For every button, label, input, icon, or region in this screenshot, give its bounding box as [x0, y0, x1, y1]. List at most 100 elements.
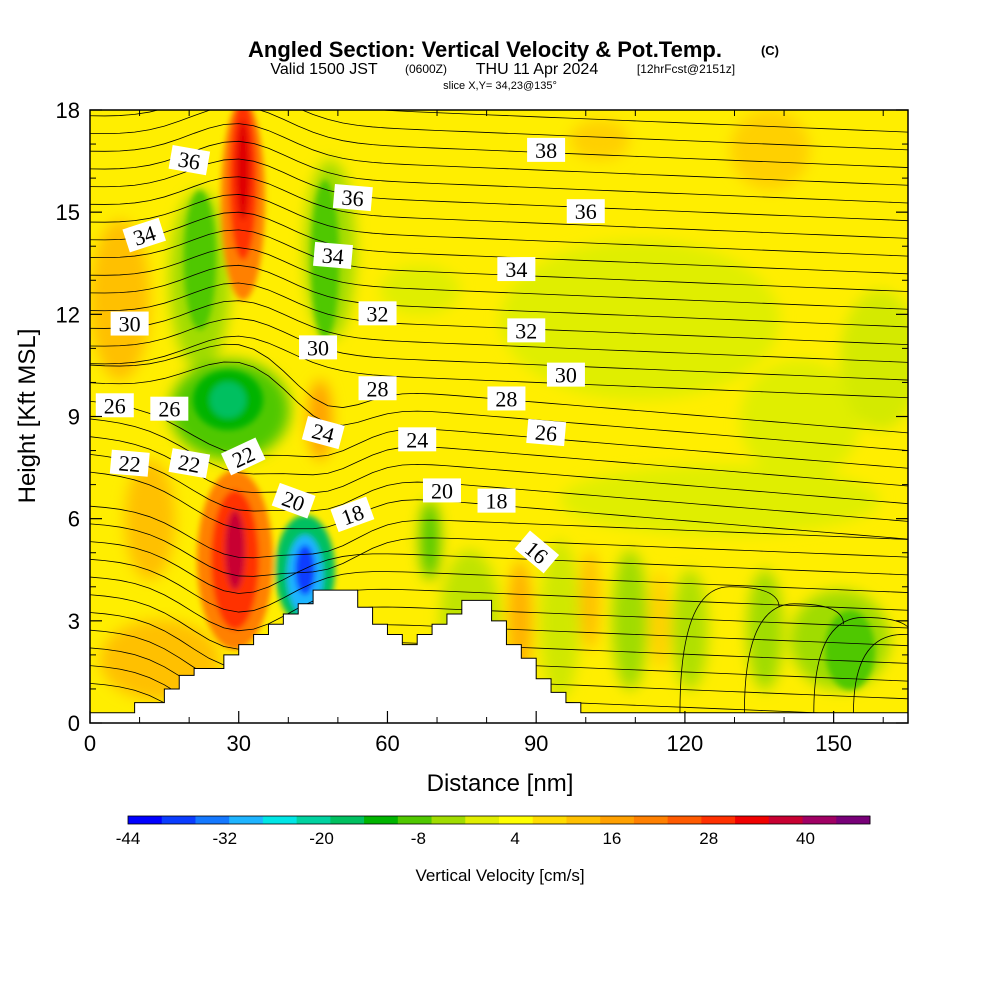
- colorbar-tick-label: -44: [116, 829, 141, 848]
- y-tick-label: 9: [68, 405, 80, 430]
- contour-label-text: 32: [367, 301, 389, 326]
- contour-label: 32: [358, 301, 397, 326]
- theta-contour-line: [90, 436, 908, 505]
- contour-label-box: [477, 488, 516, 513]
- theta-contour-line: [90, 264, 908, 328]
- colorbar-swatch: [330, 816, 365, 824]
- contour-label: 26: [150, 396, 189, 422]
- contour-label-box: [330, 496, 375, 533]
- theta-contour-line: [90, 541, 908, 594]
- theta-contour-line: [90, 123, 908, 186]
- contour-label: 32: [507, 318, 546, 343]
- low-downdraft-core: [295, 545, 315, 595]
- theta-contour-line: [744, 603, 844, 713]
- updraft-band: [90, 220, 150, 380]
- contour-label-text: 32: [515, 318, 537, 343]
- colorbar-swatch: [701, 816, 736, 824]
- x-tick-label: 150: [815, 731, 852, 756]
- contour-label-box: [398, 427, 437, 452]
- theta-contour-line: [90, 318, 908, 381]
- weak-downdraft-area: [560, 465, 880, 535]
- theta-contour-line: [813, 617, 908, 713]
- contour-label-text: 28: [495, 386, 517, 411]
- contour-label-box: [95, 393, 134, 418]
- downdraft-stripe: [540, 540, 580, 700]
- upper-updraft-core: [236, 120, 250, 220]
- colorbar-swatch: [633, 816, 669, 824]
- contour-label-box: [526, 418, 567, 447]
- contour-label-text: 18: [486, 489, 508, 514]
- contour-label-box: [299, 335, 338, 360]
- contour-label: 26: [526, 418, 567, 447]
- contour-label: 30: [299, 335, 338, 360]
- valid-prefix: Valid 1500 JST: [270, 61, 378, 78]
- contour-label: 28: [358, 376, 397, 401]
- y-tick-label: 18: [56, 98, 80, 123]
- colorbar-outline: [127, 815, 871, 825]
- contour-label-box: [168, 448, 211, 479]
- colorbar-swatch: [768, 816, 804, 824]
- contour-label-box: [487, 386, 526, 411]
- y-tick-label: 3: [68, 609, 80, 634]
- contour-label: 24: [398, 427, 437, 452]
- contour-label-text: 38: [535, 138, 557, 163]
- contour-label: 36: [168, 144, 211, 176]
- updraft-band: [570, 120, 630, 160]
- contour-label-box: [301, 416, 345, 450]
- updraft-stripe: [580, 550, 600, 650]
- weak-downdraft-area: [380, 265, 460, 315]
- contour-label-text: 36: [575, 199, 597, 224]
- contour-label-text: 30: [307, 335, 329, 360]
- theta-contour-line: [90, 211, 908, 275]
- contour-label-text: 34: [505, 257, 527, 282]
- colorbar-tick-label: -32: [212, 829, 237, 848]
- weak-downdraft-area: [500, 240, 780, 400]
- x-tick-label: 60: [375, 731, 399, 756]
- theta-contour-line: [90, 594, 908, 650]
- colorbar-tick-label: -8: [411, 829, 426, 848]
- colorbar-swatch: [600, 816, 635, 824]
- contour-label-text: 20: [431, 478, 453, 503]
- colorbar-tick-label: -20: [309, 829, 334, 848]
- x-tick-label: 0: [84, 731, 96, 756]
- theta-contour-line: [853, 634, 908, 713]
- y-tick-label: 0: [68, 711, 80, 736]
- theta-contour-line: [90, 300, 908, 363]
- contour-label: 20: [422, 478, 461, 503]
- x-tick-label: 30: [226, 731, 250, 756]
- downdraft-stripe: [420, 500, 440, 580]
- x-tick-label: 120: [667, 731, 704, 756]
- contour-label-box: [514, 530, 560, 574]
- colorbar-swatch: [802, 816, 837, 824]
- slice-text: slice X,Y= 34,23@135°: [443, 80, 557, 92]
- colorbar-swatch: [499, 816, 534, 824]
- y-tick-label: 6: [68, 507, 80, 532]
- y-tick-label: 15: [56, 200, 80, 225]
- contour-label-box: [527, 137, 566, 162]
- colorbar-swatch: [836, 816, 871, 824]
- colorbar-swatch: [128, 816, 163, 824]
- contour-label: 28: [487, 386, 526, 411]
- theta-contour-line: [90, 110, 908, 168]
- upper-downdraft-column: [184, 190, 216, 330]
- contour-label-text: 22: [118, 450, 142, 477]
- colorbar-swatch: [195, 816, 230, 824]
- contour-label-text: 26: [104, 393, 126, 418]
- colorbar-swatch: [161, 816, 196, 824]
- theta-contour-line: [679, 586, 780, 713]
- colorbar-tick-labels: -44 -32 -20 -8 4 16 28 40: [116, 829, 815, 848]
- colorbar-tick-label: 4: [510, 829, 519, 848]
- colorbar-swatch: [397, 816, 433, 824]
- theta-contour-line: [90, 576, 908, 632]
- contour-label-box: [546, 362, 585, 387]
- contour-label-text: 26: [158, 397, 180, 422]
- forecast-note: [12hrFcst@2151z]: [637, 62, 735, 76]
- terrain-profile: [90, 589, 908, 723]
- downdraft-stripe: [747, 570, 783, 690]
- contour-label-box: [358, 376, 397, 401]
- downdraft-stripe: [825, 610, 875, 690]
- x-tick-label: 90: [524, 731, 548, 756]
- colorbar-swatch: [532, 816, 567, 824]
- contour-label-box: [422, 478, 461, 503]
